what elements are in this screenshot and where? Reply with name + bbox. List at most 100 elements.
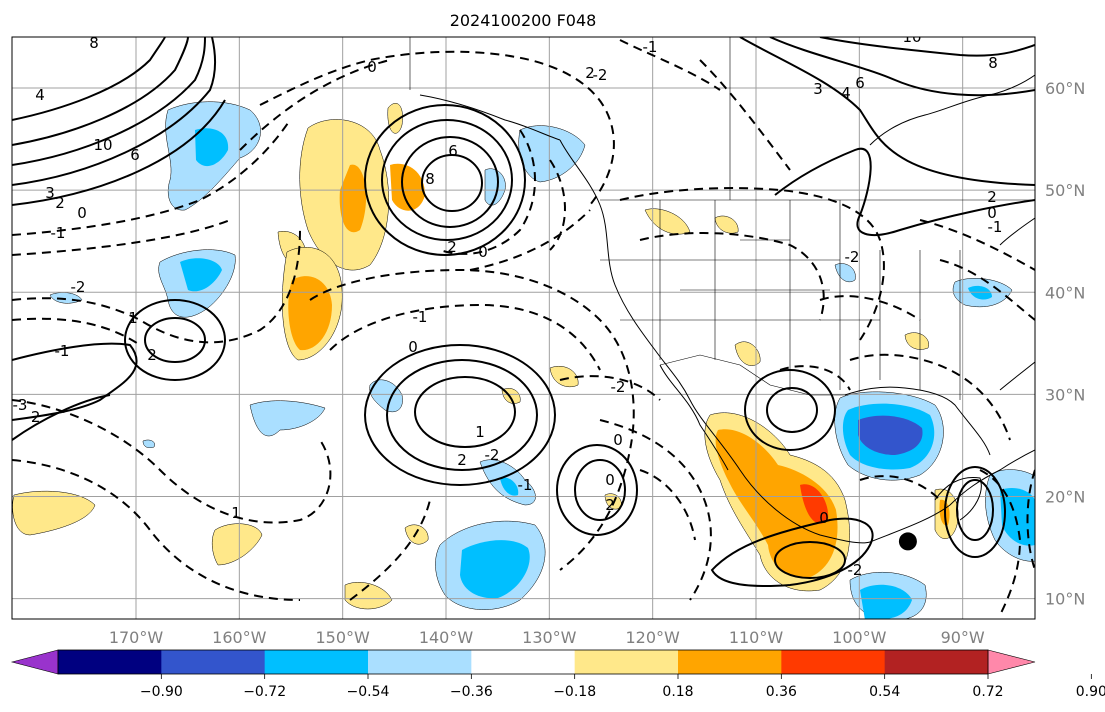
shaded-field-positive bbox=[211, 523, 263, 566]
contour-label: 6 bbox=[130, 146, 140, 164]
contour-label: 10 bbox=[902, 28, 921, 46]
colorbar-tick-label: −0.72 bbox=[243, 684, 286, 700]
contour-label: 0 bbox=[605, 471, 615, 489]
shaded-field-negative bbox=[180, 258, 222, 292]
contour-label: 0 bbox=[77, 204, 87, 222]
contour-label: -2 bbox=[848, 561, 863, 579]
longitude-tick-labels: 170°W 160°W 150°W 140°W 130°W 120°W 110°W 100°W… bbox=[109, 628, 985, 647]
contour-line bbox=[739, 37, 1035, 186]
longitude-tick-label: 150°W bbox=[315, 628, 370, 647]
contour-label: 6 bbox=[855, 74, 865, 92]
contour-label: 2 bbox=[447, 238, 457, 256]
contour-label: 4 bbox=[841, 84, 851, 102]
contour-line bbox=[12, 229, 301, 344]
colorbar-swatch bbox=[781, 650, 886, 674]
contour-line bbox=[329, 303, 601, 371]
contour-line bbox=[710, 517, 874, 588]
shaded-field-positive bbox=[800, 484, 829, 524]
contour-line bbox=[259, 50, 615, 206]
longitude-tick-label: 160°W bbox=[212, 628, 267, 647]
contour-label: -2 bbox=[845, 248, 860, 266]
colorbar-extend-high bbox=[987, 649, 1036, 675]
longitude-tick-label: 110°W bbox=[729, 628, 784, 647]
contour-line bbox=[556, 444, 638, 536]
colorbar-swatch bbox=[264, 650, 369, 674]
coastline-path bbox=[419, 94, 561, 141]
shaded-field-positive bbox=[549, 366, 579, 388]
coastline-path bbox=[869, 74, 1035, 146]
coastline-path bbox=[659, 364, 729, 471]
contour-line bbox=[559, 375, 661, 401]
contour-line bbox=[859, 475, 941, 501]
latitude-tick-label: 50°N bbox=[1045, 181, 1085, 200]
contour-line bbox=[574, 459, 626, 521]
contour-line bbox=[12, 37, 217, 186]
contour-line bbox=[364, 344, 556, 486]
contour-label: -1 bbox=[518, 476, 533, 494]
colorbar-tick-label: 0.90 bbox=[1076, 684, 1105, 700]
contour-line bbox=[12, 37, 166, 121]
contour-line bbox=[381, 119, 513, 241]
contour-label: 2 bbox=[457, 451, 467, 469]
contour-label: 0 bbox=[408, 338, 418, 356]
contour-label: 3 bbox=[813, 80, 823, 98]
contour-line bbox=[12, 399, 332, 524]
contour-line bbox=[774, 541, 846, 579]
shaded-field-positive bbox=[344, 582, 393, 610]
map-frame bbox=[11, 36, 1036, 620]
latitude-tick-labels: 60°N 50°N 40°N 30°N 20°N 10°N bbox=[1045, 79, 1085, 609]
contour-line bbox=[309, 268, 635, 571]
contour-line bbox=[979, 469, 1022, 616]
contour-line bbox=[919, 219, 1035, 271]
colorbar-extend-low bbox=[10, 649, 59, 675]
contour-line bbox=[12, 37, 206, 166]
longitude-tick-label: 90°W bbox=[941, 628, 985, 647]
colorbar-tick-labels: −0.90 −0.72 −0.54 −0.36 −0.18 0.18 0.36 0.54 0.7… bbox=[140, 674, 1105, 700]
contour-label: 8 bbox=[988, 54, 998, 72]
colorbar-tick-label: 0.72 bbox=[972, 684, 1003, 700]
contour-label: 8 bbox=[89, 34, 99, 52]
contour-line bbox=[349, 499, 431, 601]
contour-line bbox=[549, 159, 566, 251]
shaded-field-negative bbox=[195, 128, 229, 167]
contour-line bbox=[144, 317, 206, 363]
contour-line bbox=[956, 479, 994, 541]
contour-line bbox=[12, 99, 226, 206]
contour-label: -1 bbox=[413, 308, 428, 326]
contour-line bbox=[744, 369, 836, 451]
contour-line bbox=[769, 37, 1035, 97]
coastline-path bbox=[934, 476, 982, 521]
contour-label: 0 bbox=[987, 204, 997, 222]
coastline-path bbox=[844, 386, 991, 456]
contour-line bbox=[944, 466, 1006, 558]
colorbar-tick-label: 0.18 bbox=[662, 684, 693, 700]
contour-label: 2 bbox=[987, 188, 997, 206]
contour-label: 0 bbox=[478, 243, 488, 261]
colorbar-tick-label: −0.54 bbox=[347, 684, 390, 700]
colorbar-swatch bbox=[368, 650, 472, 674]
contour-label: -1 bbox=[988, 218, 1003, 236]
contour-label: 3 bbox=[45, 184, 55, 202]
contour-line bbox=[12, 459, 301, 601]
contour-label: -1 bbox=[643, 38, 658, 56]
contour-line bbox=[469, 209, 591, 271]
shaded-field-negative bbox=[369, 379, 403, 413]
contour-line bbox=[239, 59, 391, 151]
contour-line bbox=[439, 129, 536, 255]
longitude-tick-label: 140°W bbox=[419, 628, 474, 647]
contour-line bbox=[819, 295, 921, 321]
contour-label: -2 bbox=[485, 446, 500, 464]
latitude-tick-label: 20°N bbox=[1045, 487, 1085, 506]
colorbar-tick-label: −0.90 bbox=[140, 684, 183, 700]
shaded-field-positive bbox=[904, 332, 929, 350]
longitude-tick-label: 100°W bbox=[832, 628, 887, 647]
shaded-field-positive bbox=[390, 163, 425, 211]
shaded-field-positive bbox=[404, 524, 429, 545]
shaded-field-positive bbox=[12, 490, 96, 536]
contour-line bbox=[414, 376, 516, 448]
contour-label: -2 bbox=[71, 278, 86, 296]
contour-label: 10 bbox=[93, 136, 112, 154]
latitude-tick-label: 40°N bbox=[1045, 283, 1085, 302]
